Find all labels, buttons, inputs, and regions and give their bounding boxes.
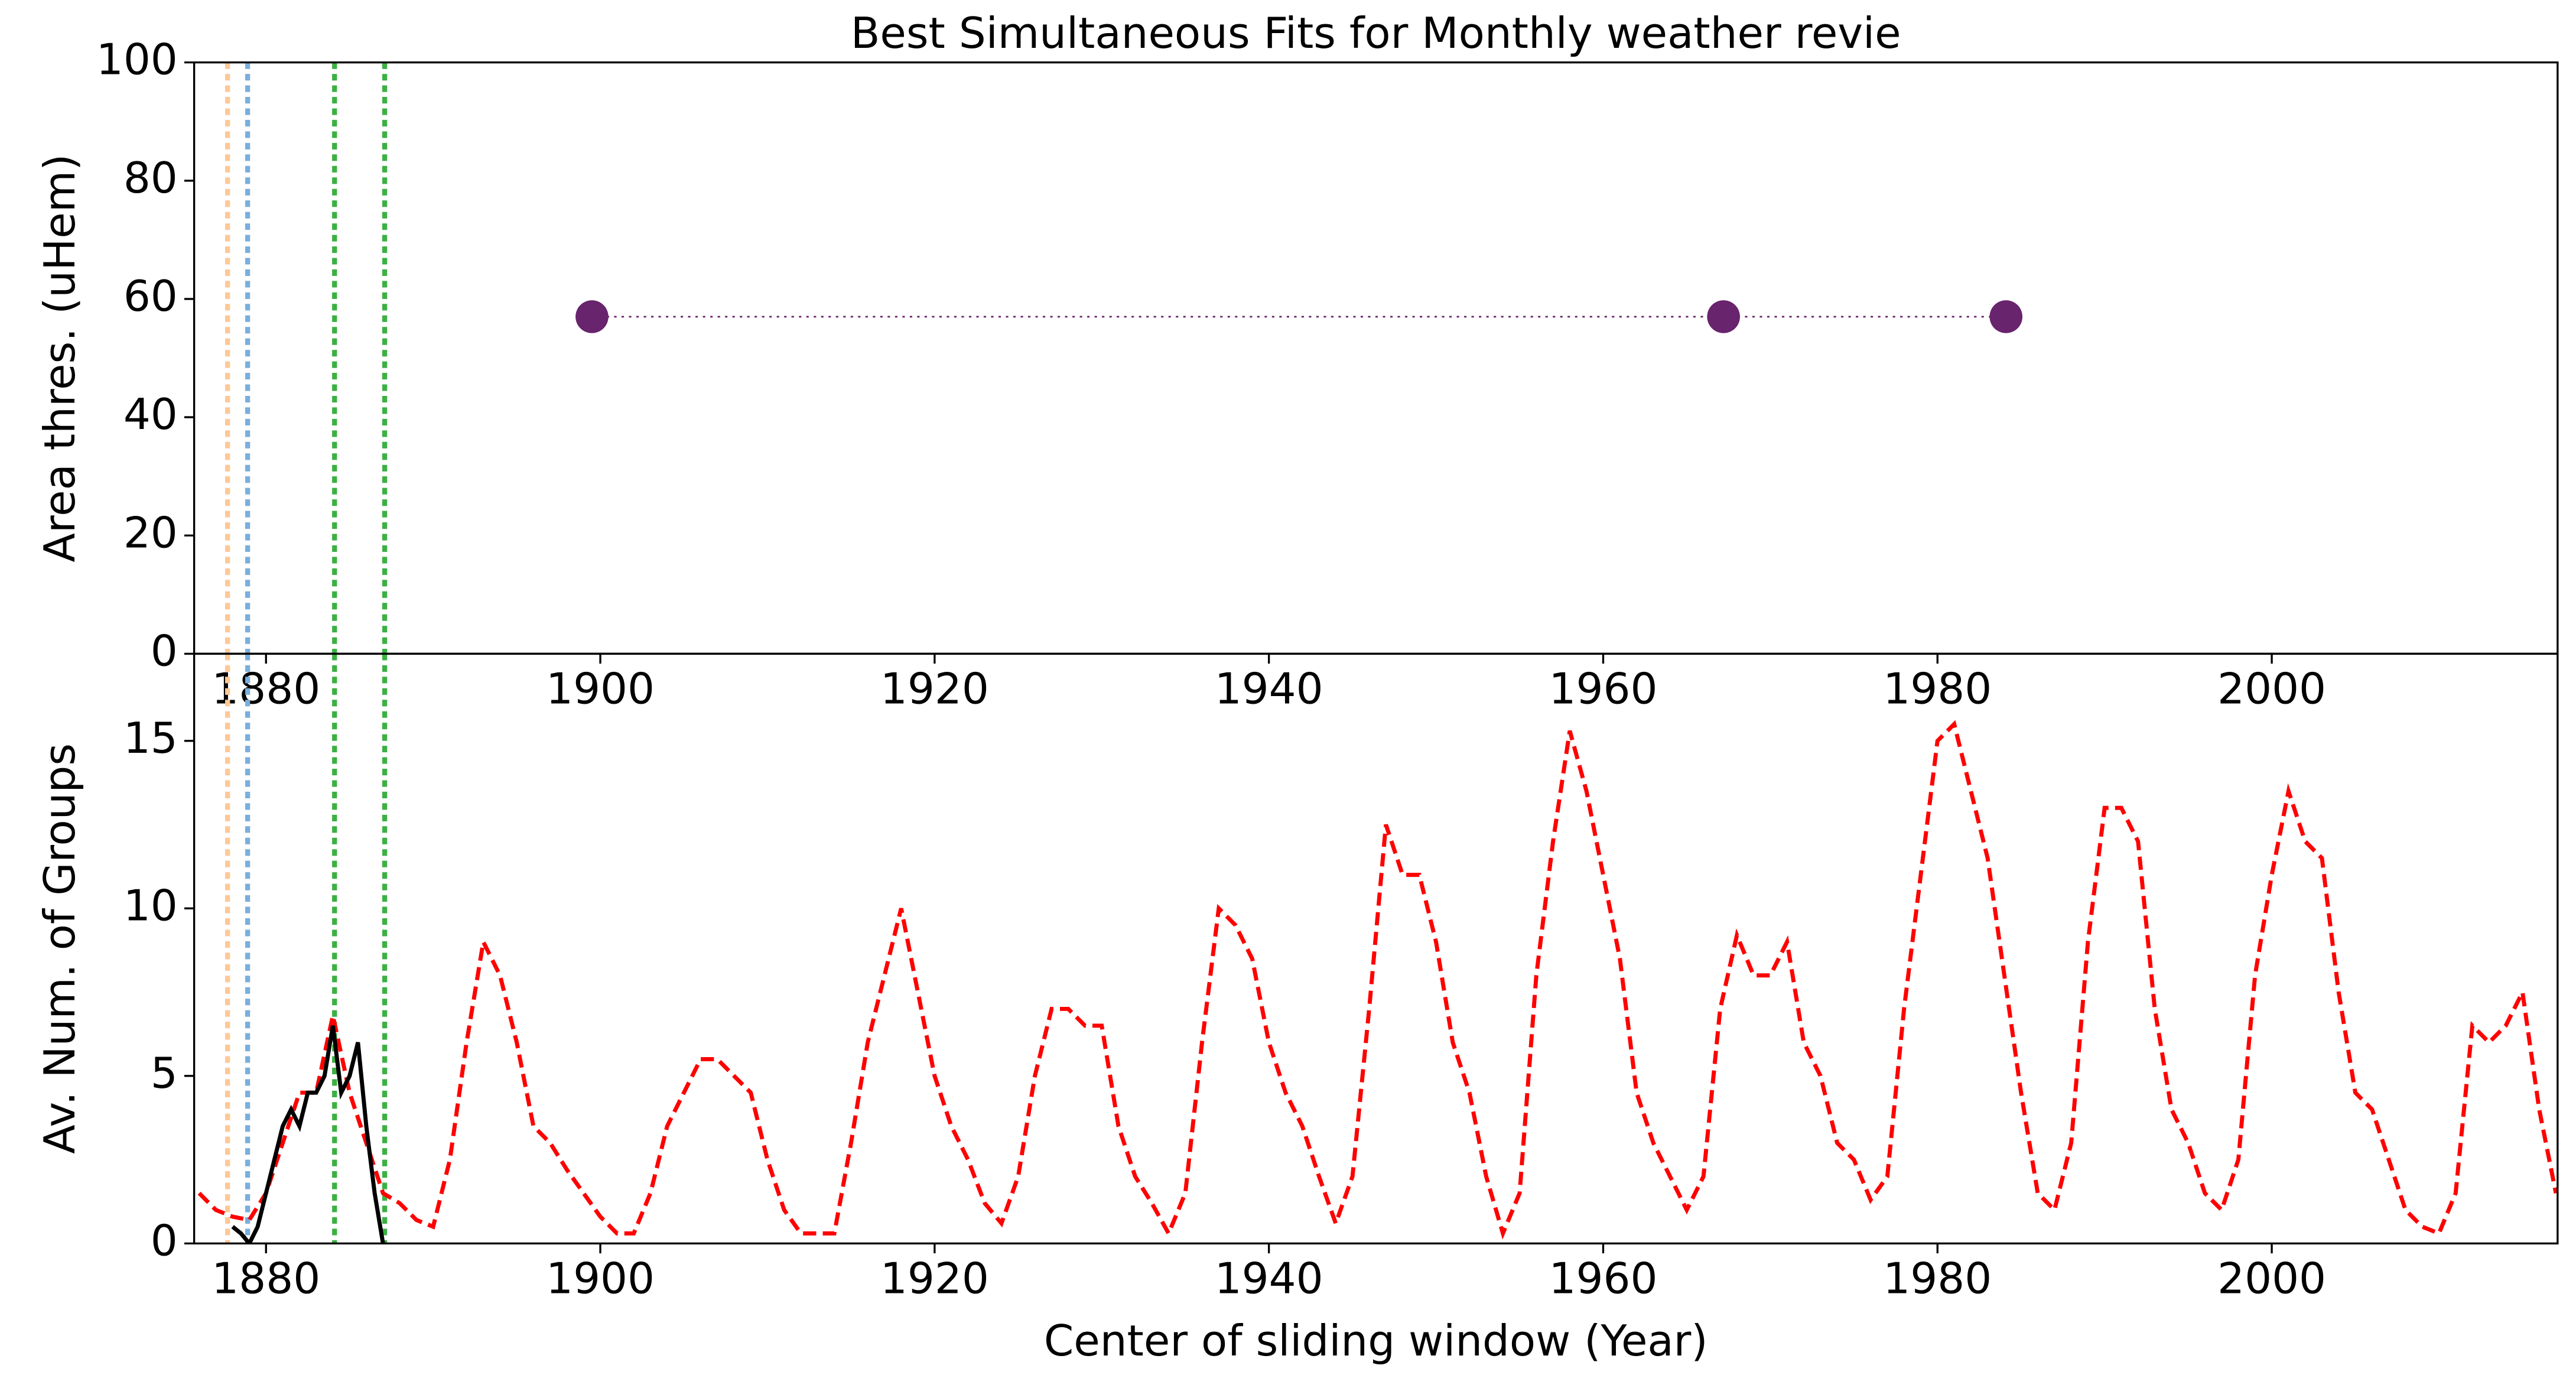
y-tick-label: 0 [151,626,178,676]
axes-frame [193,61,2559,655]
y-tick-label: 10 [123,881,178,931]
y-tick-label: 80 [123,154,178,203]
y-tick-label: 15 [123,714,178,763]
x-tick-label: 1960 [1549,664,1658,714]
plot-area [197,654,2558,1244]
x-tick-label: 1900 [546,1254,655,1304]
x-tick-label: 1900 [546,664,655,714]
x-tick-label: 1880 [212,1254,320,1304]
y-tick-label: 60 [123,272,178,321]
chart-title: Best Simultaneous Fits for Monthly weath… [851,9,1901,58]
x-tick-label: 1980 [1883,664,1992,714]
y-axis-label: Av. Num. of Groups [35,743,85,1154]
data-point [1989,300,2023,333]
y-tick-label: 40 [123,390,178,440]
x-tick-label: 1960 [1549,1254,1658,1304]
x-tick-label: 1920 [880,1254,989,1304]
x-tick-label: 1940 [1215,1254,1323,1304]
axes-frame [193,652,2559,1245]
y-tick-label: 20 [123,508,178,558]
y-tick-label: 5 [151,1049,178,1098]
y-tick-label: 0 [151,1216,178,1266]
x-tick-label: 1940 [1215,664,1323,714]
data-line [231,1025,385,1244]
plot-area [225,62,2023,654]
y-tick-label: 100 [96,35,178,85]
x-tick-label: 1980 [1883,1254,1992,1304]
x-tick-label: 1920 [880,664,989,714]
x-tick-label: 2000 [2217,664,2326,714]
data-line [197,720,2558,1240]
data-point [1707,300,1740,333]
x-axis-label: Center of sliding window (Year) [1044,1317,1708,1366]
x-tick-label: 2000 [2217,1254,2326,1304]
data-point [575,300,609,333]
y-axis-label: Area thres. (uHem) [35,154,85,563]
